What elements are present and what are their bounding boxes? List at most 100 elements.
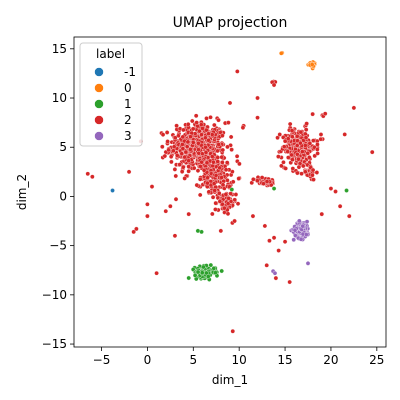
data-point [289, 128, 295, 133]
data-point [174, 153, 180, 158]
y-tick-label: 5 [59, 140, 67, 154]
data-point [195, 269, 201, 275]
data-point [173, 173, 179, 179]
data-point [90, 174, 95, 180]
data-point [208, 262, 214, 268]
x-axis-title: dim_1 [212, 373, 248, 387]
data-point [165, 139, 170, 144]
data-point [304, 232, 309, 237]
data-point [292, 227, 298, 233]
data-point [220, 182, 226, 188]
data-point [176, 133, 181, 139]
data-point [305, 150, 311, 156]
data-point [164, 130, 170, 135]
data-point [188, 134, 193, 139]
data-point [223, 192, 229, 197]
data-point [223, 167, 229, 173]
data-point [210, 195, 216, 200]
data-point [272, 270, 278, 276]
y-tick-label: 10 [52, 91, 67, 105]
data-point [206, 189, 212, 195]
data-point [217, 165, 222, 171]
data-point [300, 163, 306, 169]
data-point [310, 167, 316, 173]
data-point [171, 148, 176, 154]
data-point [261, 181, 266, 186]
data-point [300, 149, 305, 154]
data-point [251, 177, 256, 182]
data-point [277, 132, 283, 137]
y-tick-label: −10 [42, 288, 67, 302]
data-point [134, 226, 139, 232]
data-point [180, 142, 185, 147]
data-point [185, 122, 191, 127]
data-point [291, 237, 296, 243]
data-point [166, 147, 171, 153]
data-point [217, 199, 223, 204]
legend-marker [94, 131, 104, 141]
data-point [351, 105, 357, 111]
data-point [190, 126, 196, 132]
data-point [131, 229, 136, 235]
data-point [290, 134, 295, 140]
data-point [273, 275, 279, 281]
data-point [289, 152, 294, 158]
data-point [199, 132, 204, 137]
data-point [276, 154, 281, 159]
data-point [287, 121, 293, 127]
data-point [271, 82, 277, 88]
legend-title: label [96, 47, 125, 61]
data-point [205, 175, 210, 181]
data-point [235, 201, 241, 206]
data-point [182, 154, 188, 160]
y-tick-label: 0 [59, 189, 67, 203]
data-point [171, 144, 177, 150]
data-point [85, 171, 91, 177]
data-point [220, 160, 225, 165]
data-point [215, 148, 220, 154]
data-point [315, 147, 320, 152]
data-point [168, 154, 174, 159]
data-point [211, 159, 216, 165]
data-point [179, 151, 185, 157]
data-point [218, 228, 224, 234]
data-point [145, 202, 150, 207]
data-point [222, 205, 227, 211]
data-point [283, 166, 288, 171]
data-point [172, 167, 178, 172]
data-point [126, 169, 132, 175]
data-point [310, 111, 315, 117]
data-point [337, 203, 343, 209]
data-point [299, 171, 304, 176]
legend-entries: -1 0 1 2 3 [94, 65, 136, 143]
data-point [310, 172, 315, 178]
data-point [220, 147, 226, 153]
x-tick-label: 20 [323, 353, 338, 367]
data-point [203, 144, 208, 150]
data-point [259, 175, 265, 180]
data-point [154, 270, 159, 276]
data-point [203, 150, 209, 155]
data-point [186, 168, 191, 174]
data-point [294, 133, 300, 139]
data-point [264, 263, 269, 268]
data-point [287, 279, 292, 285]
data-point [285, 136, 291, 141]
data-point [192, 273, 198, 278]
data-point [271, 235, 277, 241]
x-tick-label: 15 [277, 353, 292, 367]
data-point [342, 132, 347, 137]
data-point [172, 233, 178, 239]
points-layer [85, 50, 375, 334]
data-point [197, 192, 203, 198]
data-point [180, 164, 186, 170]
x-tick-label: 0 [144, 353, 152, 367]
data-point [312, 144, 317, 150]
data-point [213, 173, 219, 178]
data-point [318, 136, 323, 142]
data-point [195, 228, 201, 234]
data-point [209, 154, 215, 159]
data-point [173, 196, 179, 202]
data-point [219, 154, 224, 160]
data-point [229, 147, 234, 152]
